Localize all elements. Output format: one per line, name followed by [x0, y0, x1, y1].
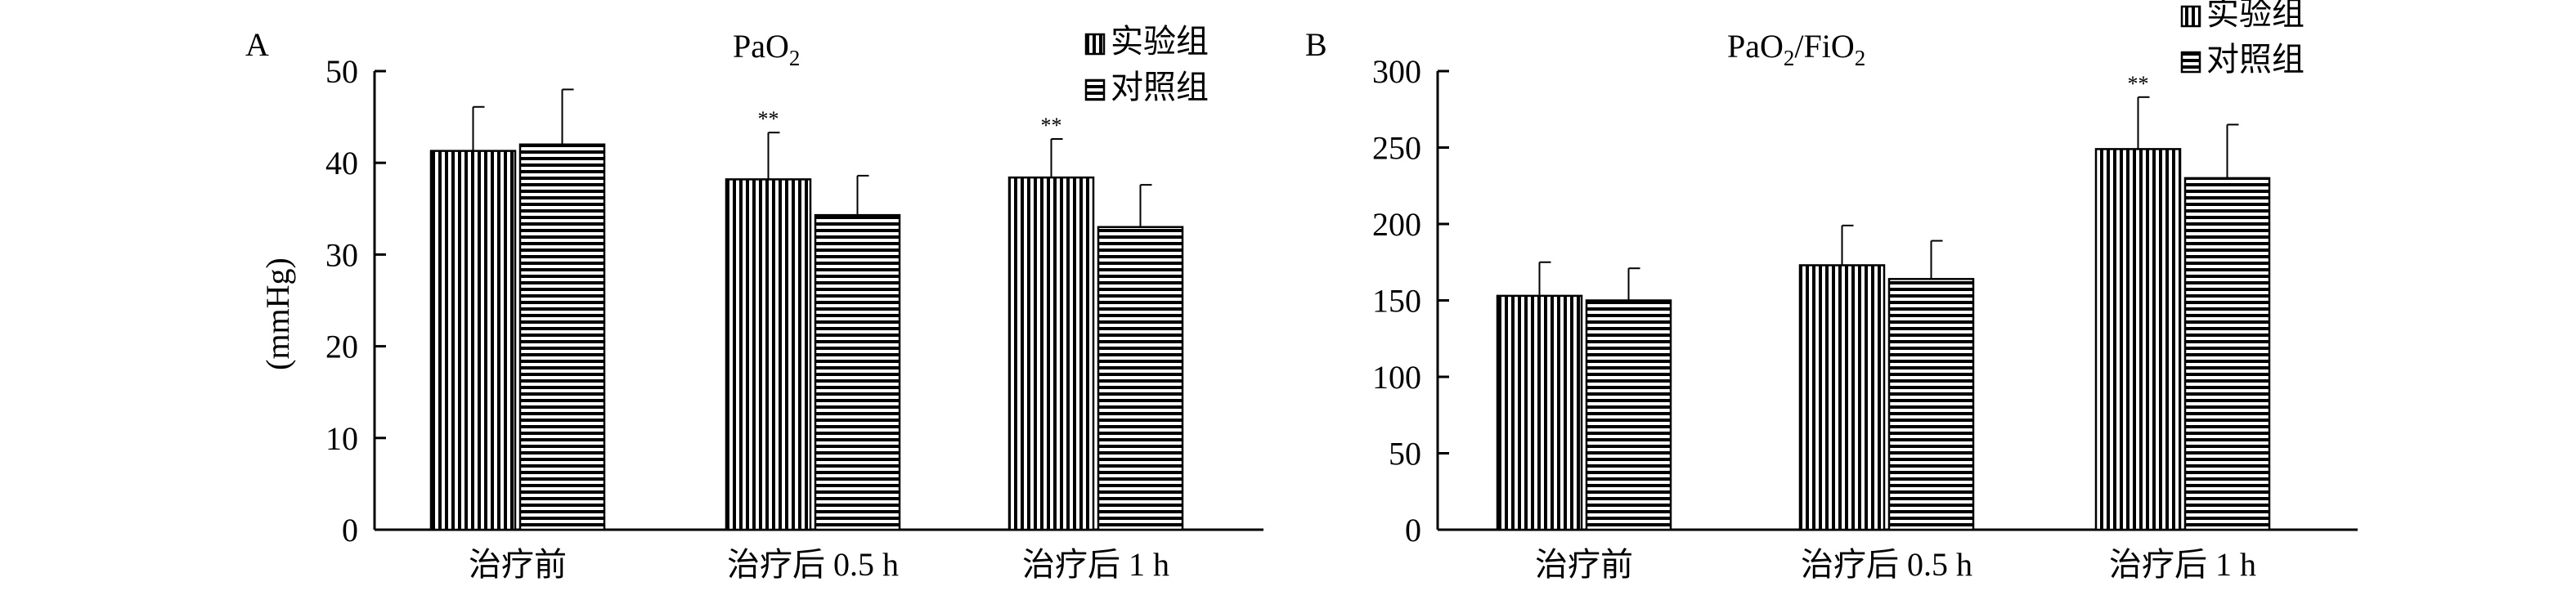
legend-label: 实验组	[1111, 23, 1209, 60]
legend-swatch	[1084, 78, 1106, 101]
panel-label: B	[1305, 26, 1327, 63]
y-tick-label: 200	[1372, 206, 1421, 243]
bar	[725, 178, 812, 531]
x-tick-label: 治疗后 0.5 h	[1801, 546, 1972, 583]
y-tick-label: 100	[1372, 359, 1421, 396]
y-tick-label: 10	[325, 420, 358, 457]
bar	[429, 150, 517, 531]
y-tick-label: 0	[342, 512, 358, 549]
bar	[1008, 176, 1095, 531]
chart-title: PaO2	[733, 28, 800, 70]
significance-marker: **	[2128, 72, 2149, 96]
legend-label: 对照组	[1111, 69, 1209, 105]
y-tick-label: 150	[1372, 283, 1421, 320]
bar	[2183, 177, 2271, 531]
y-tick-label: 40	[325, 145, 358, 181]
y-tick-label: 50	[1389, 436, 1421, 472]
y-tick-label: 300	[1372, 53, 1421, 90]
bar	[1798, 264, 1886, 531]
y-tick-label: 0	[1405, 512, 1421, 549]
legend-swatch	[2180, 51, 2201, 74]
x-tick-label: 治疗后 1 h	[2109, 546, 2256, 583]
significance-marker: **	[758, 107, 779, 131]
bar	[1887, 278, 1975, 531]
bar	[518, 143, 606, 531]
legend-label: 实验组	[2206, 0, 2304, 32]
bar	[2094, 148, 2182, 531]
bar	[1496, 294, 1583, 531]
legend-swatch	[2180, 5, 2201, 28]
bar	[1585, 299, 1672, 531]
y-tick-label: 50	[325, 53, 358, 90]
y-tick-label: 250	[1372, 130, 1421, 167]
panel-label: A	[245, 26, 269, 63]
x-tick-label: 治疗前	[1535, 546, 1633, 583]
chart-panel-a: A PaO2 (mmHg) 0 10 20 30 40 50 治疗前 ** 治疗后 0.5 h *…	[245, 23, 1263, 583]
significance-marker: **	[1041, 114, 1062, 137]
x-tick-label: 治疗后 1 h	[1022, 546, 1169, 583]
legend-label: 对照组	[2206, 41, 2304, 78]
y-axis-label: (mmHg)	[259, 257, 296, 370]
x-tick-label: 治疗前	[469, 546, 567, 583]
bar	[814, 213, 901, 531]
legend-swatch	[1084, 33, 1106, 56]
chart-title: PaO2/FiO2	[1727, 28, 1865, 70]
bar	[1097, 226, 1184, 531]
y-tick-label: 20	[325, 329, 358, 365]
chart-panel-b: B PaO2/FiO2 0 50 100 150 200 250 300 治疗前 治疗后 0.5…	[1305, 0, 2358, 583]
y-tick-label: 30	[325, 236, 358, 273]
x-tick-label: 治疗后 0.5 h	[727, 546, 899, 583]
